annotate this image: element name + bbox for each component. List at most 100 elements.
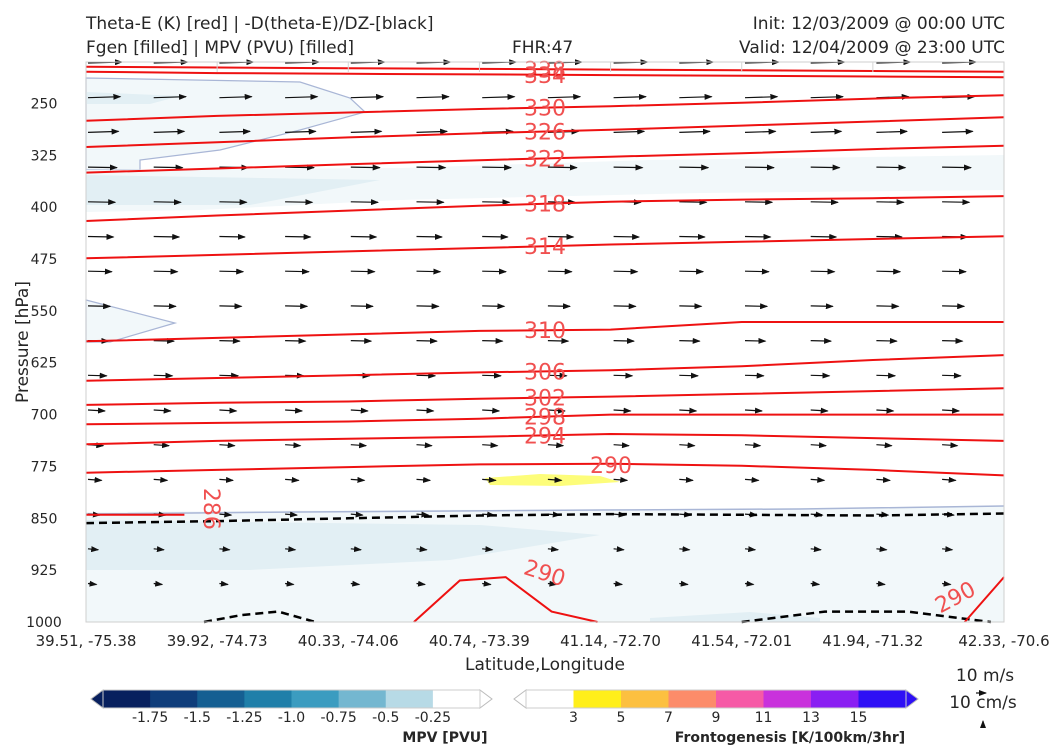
y-axis-ticks: 250 325 400 475 550 625 700 775 850 925 1000 [26,96,62,631]
wind-vector [416,476,432,483]
wind-vector [285,268,310,275]
wind-vector [679,199,708,206]
colorbar-segment [103,690,151,708]
theta-e-label: 334 [524,64,566,89]
wind-vector [482,199,511,206]
x-tick-label: 42.33, -70.6 [958,632,1049,650]
chart-title-line1: Theta-E (K) [red] | -D(theta-E)/DZ-[blac… [86,14,434,34]
valid-time: Valid: 12/04/2009 @ 23:00 UTC [739,38,1005,58]
wind-vector [744,268,770,275]
colorbar-extend-right [905,689,919,709]
wind-vector [350,93,385,100]
wind-vector [87,407,106,414]
wind-vector [613,268,639,275]
theta-e-label: 330 [524,97,566,122]
colorbar-tick-label: 15 [850,710,868,726]
wind-vector [942,128,974,135]
theta-e-label: 314 [524,235,566,260]
frontogenesis-colorbar-label: Frontogenesis [K/100km/3hr] [675,730,905,746]
wind-vector [219,93,253,100]
wind-vector [679,580,689,587]
colorbar-segment [858,690,907,708]
plot-frame [85,61,1005,623]
wind-vector [416,546,428,553]
wind-vector [744,442,762,449]
colorbar-tick-label: 5 [617,710,626,726]
colorbar-tick-label: -0.5 [372,710,399,726]
wind-vector [482,442,499,449]
wind-vector [153,128,186,135]
wind-vector [87,303,112,310]
wind-vector [219,580,229,587]
wind-vector [482,303,506,310]
wind-vector [350,407,369,414]
theta-e-contour [85,144,1005,174]
wind-vector [416,407,435,414]
y-tick-label: 775 [31,459,58,475]
wind-vector [942,580,952,587]
wind-vector [547,268,573,275]
wind-vector [416,164,447,171]
y-tick-label: 925 [31,563,58,579]
wind-vector [285,546,297,553]
wind-vector [416,303,440,310]
forecast-hour: FHR:47 [512,38,574,58]
wind-vector [350,337,373,344]
wind-vector [942,268,967,275]
chart-title-line2: Fgen [filled] | MPV (PVU) [filled] [86,38,355,58]
theta-e-contour [85,432,1005,446]
wind-vector [876,337,898,344]
wind-vector [679,303,703,310]
theta-e-contour [85,235,1005,260]
x-tick-label: 40.74, -73.39 [429,632,530,650]
wind-vector [613,407,632,414]
wind-vector [285,407,304,414]
wind-vector [416,511,430,518]
wind-vector [744,128,777,135]
wind-vector [285,164,315,171]
wind-vector [285,128,317,135]
wind-vector [219,199,248,206]
wind-vector [547,233,575,240]
wind-vector-field [87,59,978,587]
colorbar-extend-left [90,689,104,709]
wind-vector [613,476,629,483]
colorbar-segment [763,690,812,708]
colorbar-extend-right [479,689,493,709]
wind-vector [87,476,103,483]
wind-vector [219,337,241,344]
wind-vector [153,407,172,414]
wind-vector [876,128,908,135]
wind-vector [482,268,507,275]
colorbar-segment [668,690,717,708]
theta-e-label: 298 [524,406,566,431]
wind-vector [876,476,891,483]
theta-e-label: 302 [524,387,566,412]
wind-vector [416,337,438,344]
wind-vector [350,442,368,449]
wind-vector [482,476,497,483]
wind-vector [416,93,450,100]
wind-vector [219,128,251,135]
wind-vector [744,476,760,483]
theta-e-label: 290 [590,454,632,479]
wind-vector [547,303,571,310]
colorbar-segment [244,690,292,708]
wind-vector [416,442,433,449]
wind-vector [613,164,644,171]
theta-e-label: 294 [524,424,566,449]
colorbar-tick-label: -0.75 [321,710,357,726]
x-axis-ticks: 39.51, -75.38 39.92, -74.73 40.33, -74.06 4… [36,62,1050,650]
wind-vector [219,442,236,449]
colorbar-tick-label: -1.0 [278,710,305,726]
wind-vector [547,337,570,344]
wind-vector [153,268,179,275]
wind-vector [876,268,902,275]
wind-vector [942,372,962,379]
wind-vector [87,233,115,240]
wind-vector [613,128,646,135]
wind-vector [350,546,362,553]
wind-vector [810,268,836,275]
theta-e-contour [413,576,598,623]
